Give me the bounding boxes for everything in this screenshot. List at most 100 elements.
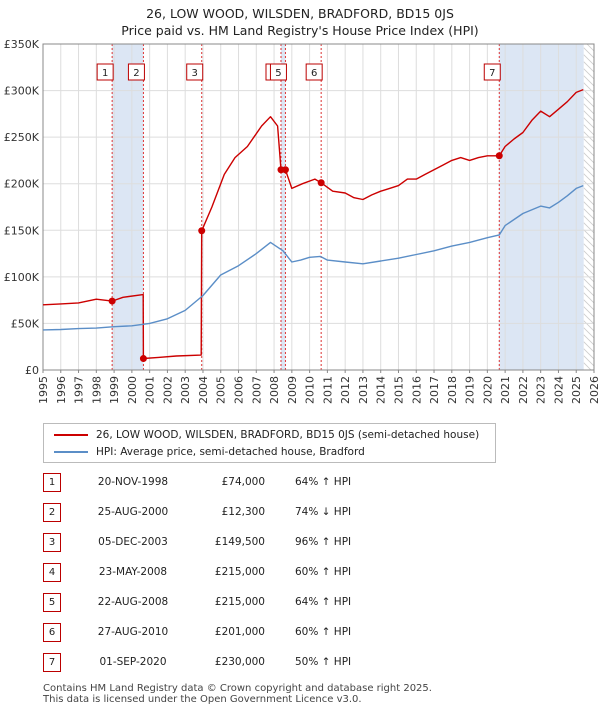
transaction-row: 1 20-NOV-1998 £74,000 64% ↑ HPI (43, 472, 463, 492)
sale-label-box-7 (483, 63, 501, 81)
sale-label-text-6: 6 (311, 68, 317, 79)
future-hatch-line (583, 138, 595, 150)
future-hatch-line (583, 61, 595, 73)
x-tick-label: 2001 (144, 376, 157, 404)
transaction-number: 4 (43, 563, 61, 582)
transaction-price: £215,000 (214, 596, 265, 608)
future-hatch-line (583, 313, 595, 325)
future-hatch-line (583, 96, 595, 108)
plot-frame (42, 43, 595, 371)
x-tick-label: 2003 (179, 376, 192, 404)
transaction-price: £149,500 (214, 536, 265, 548)
sale-point-7 (495, 152, 503, 160)
transaction-hpi-diff: 50% ↑ HPI (295, 656, 352, 668)
future-hatch-line (583, 68, 595, 80)
sale-label-box-2 (127, 63, 145, 81)
x-tick-label: 2011 (321, 376, 334, 404)
transaction-row: 3 05-DEC-2003 £149,500 96% ↑ HPI (43, 532, 463, 552)
sale-point-6 (317, 179, 325, 187)
transaction-row: 5 22-AUG-2008 £215,000 64% ↑ HPI (43, 592, 463, 612)
x-tick-label: 2000 (126, 376, 139, 404)
transaction-number: 7 (43, 653, 61, 672)
transaction-date: 27-AUG-2010 (97, 626, 169, 638)
legend-label-property: 26, LOW WOOD, WILSDEN, BRADFORD, BD15 0J… (96, 429, 480, 441)
x-tick-label: 2023 (535, 376, 548, 404)
sale-label-box-6 (305, 63, 323, 81)
x-tick-label: 2007 (250, 376, 263, 404)
future-hatch-line (586, 44, 595, 52)
x-tick-label: 2018 (446, 376, 459, 404)
transaction-price: £230,000 (214, 656, 265, 668)
legend-swatch-hpi (54, 451, 88, 453)
future-hatch-line (583, 222, 595, 234)
future-hatch-line (583, 348, 595, 360)
future-hatch-line (583, 299, 595, 311)
title-line: 26, LOW WOOD, WILSDEN, BRADFORD, BD15 0J… (146, 6, 454, 21)
future-hatch-line (583, 159, 595, 171)
x-tick-label: 1996 (55, 376, 68, 404)
sale-label-text-5: 5 (275, 68, 281, 79)
transaction-date: 05-DEC-2003 (98, 536, 168, 548)
sale-label-text-7: 7 (489, 68, 495, 79)
future-hatch-line (583, 152, 595, 164)
transaction-hpi-diff: 96% ↑ HPI (295, 536, 352, 548)
x-tick-label: 2012 (339, 376, 352, 404)
sale-label-text-3: 3 (192, 68, 198, 79)
future-hatch-line (583, 75, 595, 87)
future-hatch-line (583, 117, 595, 129)
x-tick-label: 2017 (428, 376, 441, 404)
sale-point-2 (139, 355, 147, 363)
future-hatch-line (583, 187, 595, 199)
future-hatch-line (583, 110, 595, 122)
shaded-period-3 (499, 44, 584, 370)
transaction-number: 1 (43, 473, 61, 492)
y-tick-label: £50K (11, 317, 40, 330)
future-hatch-line (583, 82, 595, 94)
y-tick-label: £150K (4, 224, 40, 237)
x-tick-label: 2016 (410, 376, 423, 404)
y-tick-label: £200K (4, 178, 40, 191)
future-hatch-line (583, 145, 595, 157)
x-tick-label: 2025 (570, 376, 583, 404)
transaction-date: 22-AUG-2008 (97, 596, 169, 608)
sale-label-box-1 (96, 63, 114, 81)
footer-licence: This data is licensed under the Open Gov… (43, 694, 362, 705)
future-hatch-line (583, 208, 595, 220)
chart-title: 26, LOW WOOD, WILSDEN, BRADFORD, BD15 0J… (0, 5, 600, 39)
transaction-price: £215,000 (214, 566, 265, 578)
footer-copyright: Contains HM Land Registry data © Crown c… (43, 683, 432, 694)
future-hatch-line (583, 278, 595, 290)
future-hatch-line (593, 44, 594, 45)
future-hatch-line (583, 229, 595, 241)
y-tick-label: £100K (4, 271, 40, 284)
future-hatch-line (583, 334, 595, 346)
future-hatch-line (583, 201, 595, 213)
x-tick-label: 1998 (90, 376, 103, 404)
x-tick-label: 2015 (392, 376, 405, 404)
future-hatch-line (583, 180, 595, 192)
property-price-line (42, 88, 584, 360)
future-hatch-line (583, 362, 592, 370)
y-tick-label: £0 (25, 364, 39, 377)
transaction-row: 2 25-AUG-2000 £12,300 74% ↓ HPI (43, 502, 463, 522)
transaction-date: 23-MAY-2008 (98, 566, 168, 578)
transaction-number: 3 (43, 533, 61, 552)
legend-label-hpi: HPI: Average price, semi-detached house,… (96, 446, 365, 458)
y-tick-label: £350K (4, 38, 40, 51)
future-hatch-line (583, 355, 595, 367)
transaction-date: 01-SEP-2020 (99, 656, 167, 668)
sale-label-box-3 (186, 63, 204, 81)
future-hatch-line (583, 250, 595, 262)
transaction-number: 6 (43, 623, 61, 642)
future-hatch-line (583, 54, 595, 66)
footer: Contains HM Land Registry data © Crown c… (43, 683, 432, 705)
x-tick-label: 2020 (481, 376, 494, 404)
y-tick-label: £300K (4, 85, 40, 98)
x-tick-label: 2006 (233, 376, 246, 404)
transaction-price: £201,000 (214, 626, 265, 638)
transaction-row: 6 27-AUG-2010 £201,000 60% ↑ HPI (43, 622, 463, 642)
transaction-price: £12,300 (221, 506, 265, 518)
transaction-date: 20-NOV-1998 (97, 476, 169, 488)
future-hatch-line (583, 194, 595, 206)
x-tick-label: 2022 (517, 376, 530, 404)
